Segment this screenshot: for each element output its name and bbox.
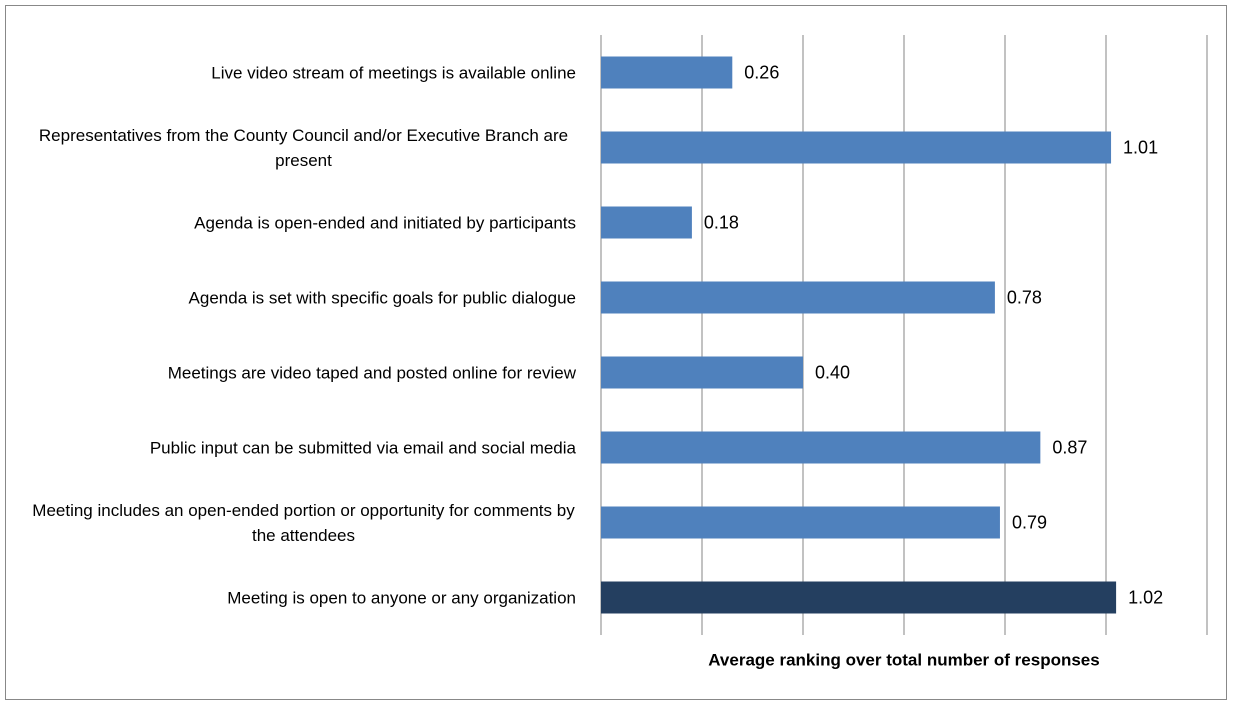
bar <box>601 281 995 314</box>
y-tick-label-box: Meeting is open to anyone or any organiz… <box>0 585 576 610</box>
y-tick-label: Agenda is open-ended and initiated by pa… <box>194 213 576 232</box>
bar <box>601 131 1112 164</box>
bar <box>601 356 803 389</box>
value-label: 0.40 <box>815 362 850 382</box>
y-tick-label-box: Live video stream of meetings is availab… <box>0 60 576 85</box>
value-label: 0.18 <box>704 212 739 232</box>
y-tick-label-box: Meeting includes an open-ended portion o… <box>0 498 576 548</box>
y-tick-label: Public input can be submitted via email … <box>149 438 576 457</box>
bar <box>601 506 1000 539</box>
y-tick-label-box: Meetings are video taped and posted onli… <box>0 360 576 385</box>
value-label: 0.26 <box>744 62 779 82</box>
y-tick-label-box: Representatives from the County Council … <box>0 123 576 173</box>
y-tick-label-box: Agenda is set with specific goals for pu… <box>0 285 576 310</box>
value-label: 0.78 <box>1007 287 1042 307</box>
y-tick-label-box: Agenda is open-ended and initiated by pa… <box>0 210 576 235</box>
bar <box>601 431 1041 464</box>
y-tick-label: Representatives from the County Council … <box>38 125 569 170</box>
y-tick-label: Live video stream of meetings is availab… <box>211 63 576 82</box>
y-tick-label: Meetings are video taped and posted onli… <box>167 363 576 382</box>
x-axis-title: Average ranking over total number of res… <box>708 650 1099 669</box>
bar <box>601 581 1117 614</box>
bar <box>601 206 692 239</box>
bar <box>601 56 733 89</box>
value-label: 0.87 <box>1052 437 1087 457</box>
y-tick-label-box: Public input can be submitted via email … <box>0 435 576 460</box>
value-label: 0.79 <box>1012 512 1047 532</box>
y-tick-label: Meeting is open to anyone or any organiz… <box>227 588 576 607</box>
value-label: 1.02 <box>1128 587 1163 607</box>
value-label: 1.01 <box>1123 137 1158 157</box>
y-tick-label: Agenda is set with specific goals for pu… <box>188 288 576 307</box>
y-tick-label: Meeting includes an open-ended portion o… <box>32 500 575 545</box>
